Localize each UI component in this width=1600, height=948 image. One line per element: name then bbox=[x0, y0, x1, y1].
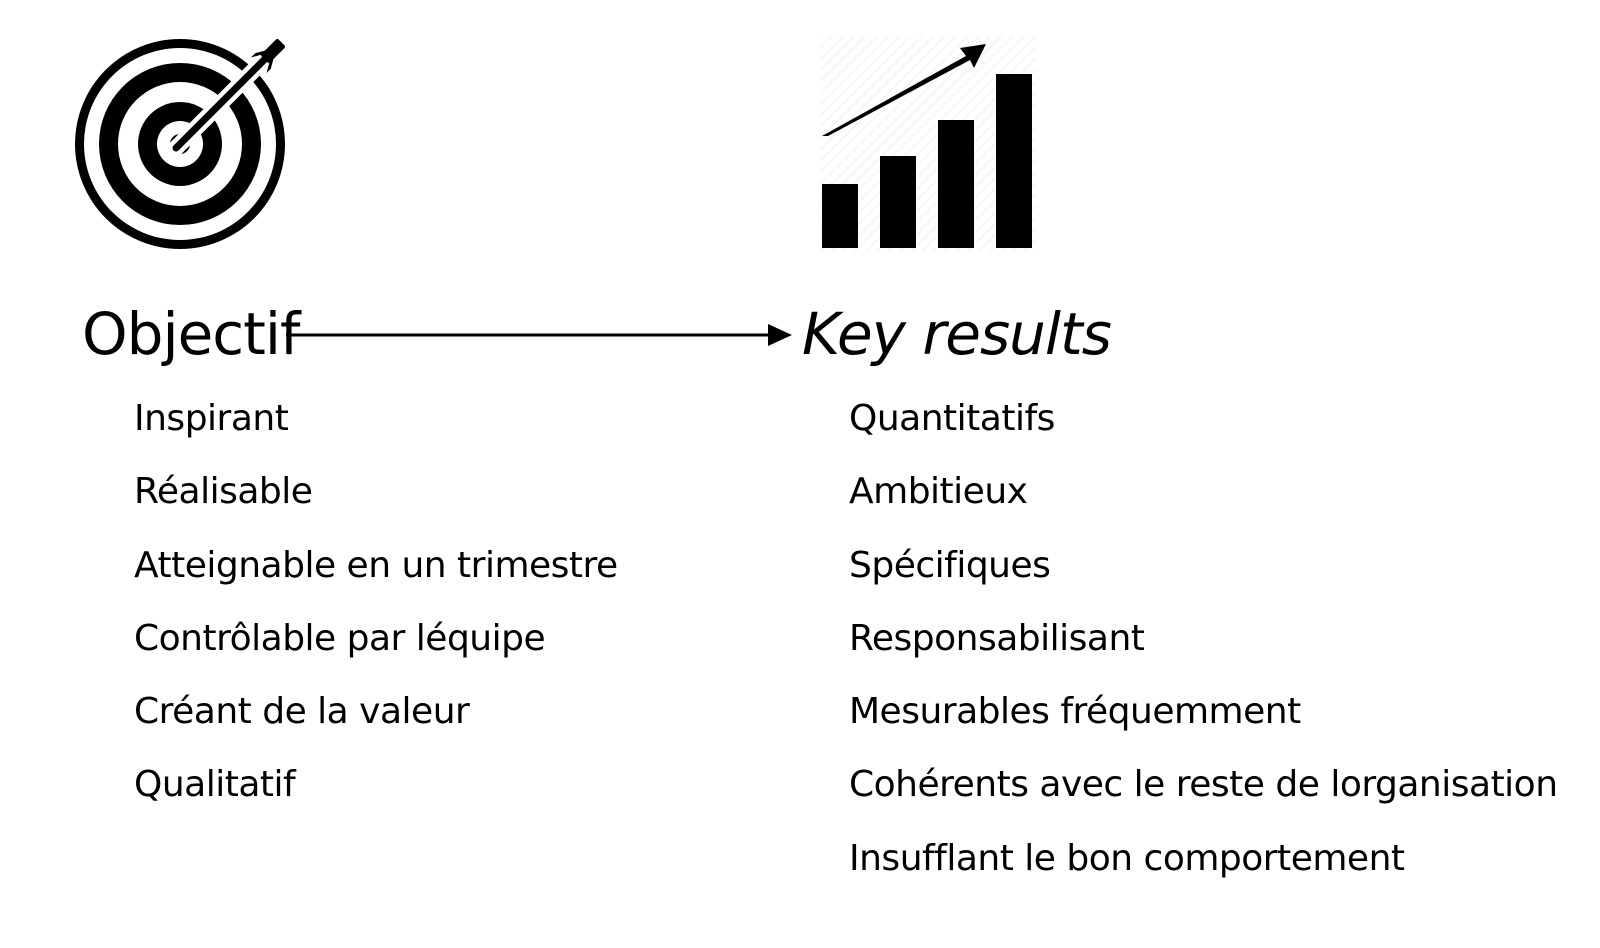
key-results-criteria-list: Quantitatifs Ambitieux Spécifiques Respo… bbox=[849, 382, 1558, 895]
key-results-heading: Key results bbox=[802, 300, 1112, 368]
list-item: Créant de la valeur bbox=[134, 691, 470, 733]
objective-criteria-list: Inspirant Réalisable Atteignable en un t… bbox=[134, 382, 618, 822]
list-item: Atteignable en un trimestre bbox=[134, 544, 618, 586]
list-item: Cohérents avec le reste de lorganisation bbox=[849, 764, 1558, 806]
list-item: Responsabilisant bbox=[849, 617, 1145, 659]
target-icon bbox=[75, 39, 285, 249]
list-item: Contrôlable par léquipe bbox=[134, 617, 546, 659]
connector-arrow-icon bbox=[286, 324, 792, 346]
list-item: Inspirant bbox=[134, 398, 289, 439]
list-item: Insufflant le bon comportement bbox=[849, 837, 1405, 879]
objective-heading: Objectif bbox=[82, 300, 300, 368]
list-item: Qualitatif bbox=[134, 764, 296, 806]
list-item: Quantitatifs bbox=[849, 398, 1055, 439]
list-item: Ambitieux bbox=[849, 471, 1028, 513]
list-item: Spécifiques bbox=[849, 544, 1051, 586]
list-item: Mesurables fréquemment bbox=[849, 691, 1301, 733]
list-item: Réalisable bbox=[134, 471, 313, 513]
growth-chart-icon bbox=[820, 36, 1036, 252]
